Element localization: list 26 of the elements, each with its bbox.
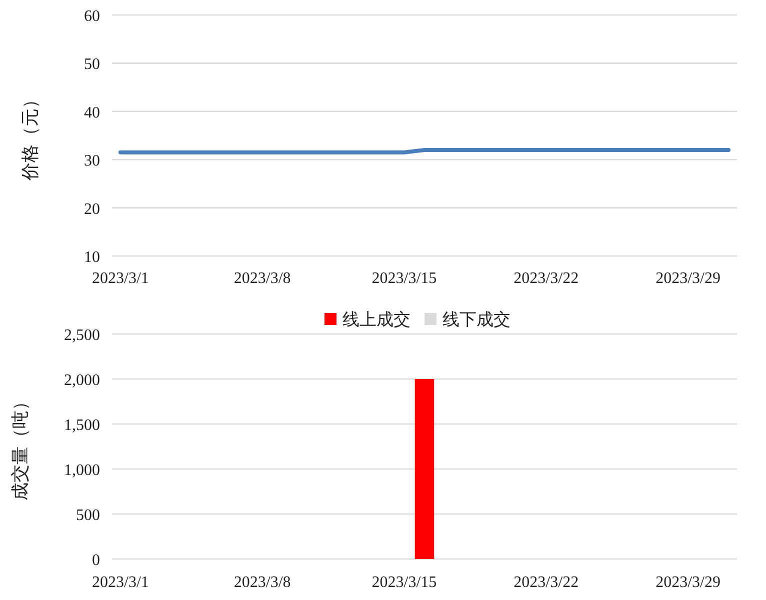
- x-tick-label: 2023/3/29: [656, 574, 720, 591]
- y-axis-title: 成交量（吨）: [10, 392, 30, 500]
- x-tick-label: 2023/3/22: [514, 574, 579, 591]
- y-tick-label: 1,000: [64, 462, 100, 479]
- y-axis-title: 价格（元）: [20, 90, 40, 182]
- x-tick-label: 2023/3/8: [234, 574, 291, 591]
- y-tick-label: 1,500: [64, 417, 100, 434]
- y-tick-label: 10: [84, 249, 100, 266]
- y-tick-label: 2,000: [64, 372, 100, 389]
- y-tick-label: 30: [84, 152, 100, 170]
- x-tick-label: 2023/3/15: [372, 270, 437, 287]
- y-tick-label: 60: [84, 8, 100, 25]
- x-tick-label: 2023/3/22: [514, 270, 579, 287]
- y-tick-label: 40: [84, 104, 100, 122]
- y-tick-label: 2,500: [64, 327, 100, 344]
- x-tick-label: 2023/3/1: [92, 574, 149, 591]
- y-tick-label: 20: [84, 200, 100, 218]
- x-tick-label: 2023/3/15: [372, 574, 437, 591]
- legend-label: 线上成交: [342, 310, 410, 329]
- x-tick-label: 2023/3/29: [656, 270, 720, 287]
- y-tick-label: 500: [76, 507, 100, 524]
- legend-label: 线下成交: [442, 310, 510, 329]
- y-tick-label: 0: [92, 552, 100, 569]
- y-tick-label: 50: [84, 56, 100, 74]
- x-tick-label: 2023/3/1: [92, 270, 149, 287]
- x-tick-label: 2023/3/8: [234, 270, 291, 287]
